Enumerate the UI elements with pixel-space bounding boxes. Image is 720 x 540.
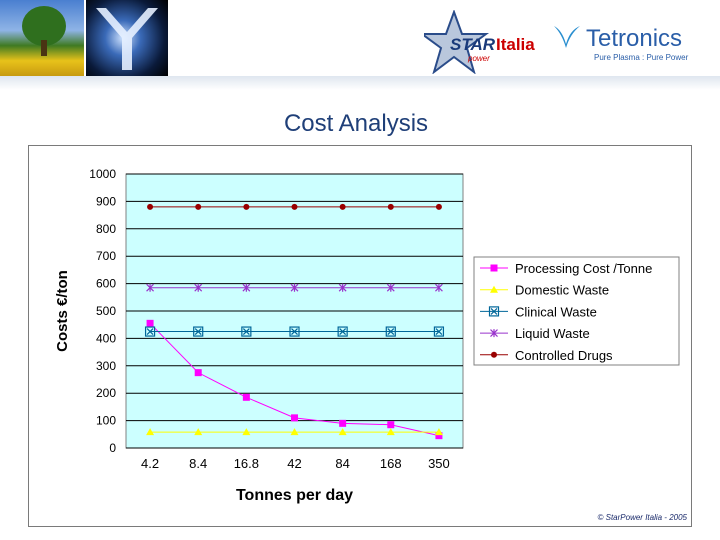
y-tick-label: 900 xyxy=(96,194,116,208)
series-2-point-cross xyxy=(387,328,395,335)
series-2-point-cross xyxy=(194,328,202,335)
star-icon xyxy=(418,9,490,75)
series-2-point-cross xyxy=(339,328,347,335)
series-4-point xyxy=(435,203,442,210)
legend-marker-4 xyxy=(491,351,497,358)
y-tick-label: 600 xyxy=(96,277,116,291)
legend-label-3: Liquid Waste xyxy=(515,326,590,341)
copyright-credit: © StarPower Italia - 2005 xyxy=(597,513,688,522)
legend-label-4: Controlled Drugs xyxy=(515,348,613,363)
series-1-point xyxy=(338,428,347,436)
chart-frame: 0 100 200 300 400 500 600 700 800 900 1000 4.2 8.4 16… xyxy=(28,145,692,527)
tetronics-logo: Tetronics Pure Plasma : Pure Power xyxy=(552,20,698,66)
series-0-point xyxy=(387,421,395,429)
legend-marker-1 xyxy=(490,285,498,293)
tree-trunk xyxy=(41,40,47,56)
series-3-point xyxy=(242,283,251,292)
brand-italia-text: Italia xyxy=(496,35,535,54)
legend-label-0: Processing Cost /Tonne xyxy=(515,261,652,276)
legend-label-1: Domestic Waste xyxy=(515,283,609,298)
y-tick-label: 100 xyxy=(96,414,116,428)
series-2-point xyxy=(144,326,156,337)
tetronics-wing-icon xyxy=(554,26,580,48)
series-0-point xyxy=(291,414,298,422)
x-tick-label: 84 xyxy=(335,456,349,471)
series-4-point xyxy=(291,203,298,210)
series-0-point xyxy=(194,369,202,377)
series-2-point-cross xyxy=(146,328,154,335)
plasma-torch-graphic xyxy=(96,8,158,70)
series-1-point xyxy=(386,428,395,436)
tetronics-tagline: Pure Plasma : Pure Power xyxy=(594,53,689,62)
series-2-point-cross xyxy=(242,328,250,335)
y-tick-label: 800 xyxy=(96,222,116,236)
series-4-point xyxy=(195,203,202,210)
header-band xyxy=(0,76,720,90)
series-3-point xyxy=(435,283,443,292)
brand-star-text: STAR xyxy=(450,35,496,54)
series-1-point xyxy=(194,428,203,436)
x-tick-label: 16.8 xyxy=(234,456,259,471)
series-4-point xyxy=(147,203,154,210)
series-3-point xyxy=(386,283,395,292)
x-tick-label: 4.2 xyxy=(141,456,159,471)
series-1-point xyxy=(146,428,155,436)
series-2-point xyxy=(193,326,204,337)
legend-marker-3 xyxy=(490,329,498,338)
series-2-point xyxy=(433,326,445,337)
series-0-point xyxy=(146,319,154,327)
series-1-point xyxy=(290,428,299,436)
series-2-point xyxy=(241,326,252,337)
legend-marker-2-cross xyxy=(490,307,498,315)
series-4-point xyxy=(387,203,394,210)
legend-marker-2 xyxy=(488,306,500,317)
series-0-point xyxy=(242,393,250,401)
series-2-point xyxy=(385,326,396,337)
series-4-point xyxy=(339,203,346,210)
page-title: Cost Analysis xyxy=(283,110,429,137)
brand-tetronics-text: Tetronics xyxy=(586,25,682,52)
x-tick-label: 42 xyxy=(287,456,301,471)
legend-box xyxy=(473,256,680,366)
legend-label-2: Clinical Waste xyxy=(515,304,597,319)
x-tick-label: 350 xyxy=(428,456,450,471)
series-2-point xyxy=(337,326,348,337)
y-tick-label: 300 xyxy=(96,359,116,373)
y-tick-label: 0 xyxy=(109,441,116,455)
starpower-italia-logo: STAR Italia power xyxy=(418,9,544,75)
x-tick-label: 168 xyxy=(380,456,402,471)
y-axis-label: Costs €/ton xyxy=(54,270,71,352)
series-2-point-cross xyxy=(291,328,298,335)
series-3-point xyxy=(338,283,347,292)
y-tick-label: 400 xyxy=(96,331,116,345)
series-4-point xyxy=(243,203,250,210)
series-1-point xyxy=(434,428,443,436)
series-1-point xyxy=(242,428,251,436)
series-2-point xyxy=(289,326,300,337)
series-0-point xyxy=(339,419,347,427)
brand-power-text: power xyxy=(467,54,490,63)
tree-foliage xyxy=(22,6,66,46)
sunflower-field-image xyxy=(0,0,84,76)
x-axis-label: Tonnes per day xyxy=(236,487,353,504)
y-tick-label: 200 xyxy=(96,386,116,400)
y-tick-label: 700 xyxy=(96,249,116,263)
series-3-point xyxy=(290,283,299,292)
legend-marker-0 xyxy=(490,264,498,272)
y-tick-label: 1000 xyxy=(89,167,116,181)
series-3-point xyxy=(146,283,154,292)
x-tick-label: 8.4 xyxy=(189,456,207,471)
series-0-point xyxy=(435,432,443,440)
chart: 0 100 200 300 400 500 600 700 800 900 1000 4.2 8.4 16… xyxy=(54,167,680,504)
y-tick-label: 500 xyxy=(96,304,116,318)
technology-image xyxy=(86,0,168,76)
series-2-point-cross xyxy=(435,328,443,335)
series-3-point xyxy=(194,283,203,292)
